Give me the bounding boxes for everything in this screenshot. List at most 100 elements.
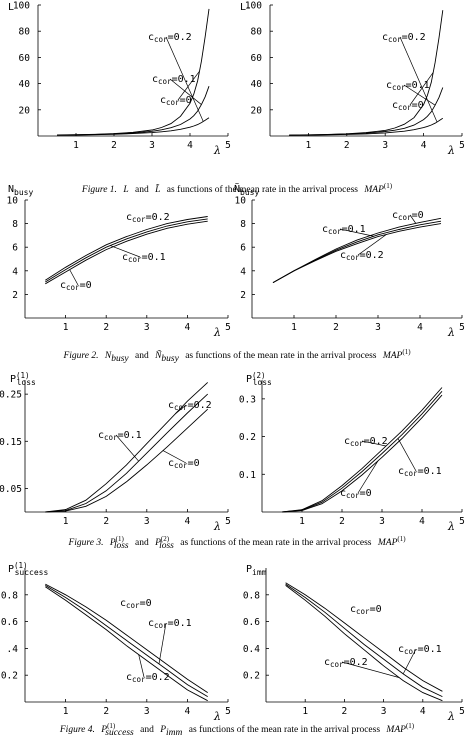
annotation-leader [409, 72, 434, 106]
series-line-c-cor-0 [45, 583, 208, 693]
annotation-leader [397, 438, 417, 472]
series-annotation: ccor=0 [350, 604, 382, 616]
y-tick-label: 0.6 [1, 617, 18, 628]
series-line-c-cor-0 [289, 117, 444, 136]
annotation-leader [169, 78, 202, 105]
x-axis-label: λ [213, 520, 221, 533]
x-axis-label: λ [447, 326, 455, 339]
y-tick-label: 0.1 [239, 470, 256, 481]
x-tick-label: 1 [306, 140, 312, 151]
x-axis-label: λ [213, 710, 221, 723]
y-tick-label: 10 [235, 196, 247, 207]
annotation-leader [357, 460, 379, 494]
x-tick-label: 1 [299, 516, 305, 527]
chart-panels: 1 2 3 4 520406080100Lλccor=0.2ccor=0.1ccor=0… [0, 1, 465, 724]
annotation-leader [409, 214, 417, 224]
y-tick-label: 6 [240, 243, 246, 254]
series-line-c-cor-0 [45, 220, 208, 285]
y-tick-label: 20 [19, 105, 31, 116]
x-tick-label: 4 [417, 322, 423, 333]
x-tick-label: 4 [185, 322, 191, 333]
y-tick-label: 10 [7, 196, 19, 207]
y-tick-label: 80 [19, 27, 31, 38]
series-annotation: ccor=0 [120, 598, 152, 610]
x-tick-label: 3 [144, 706, 150, 717]
series-line-c-cor-0 [45, 408, 209, 513]
y-tick-label: 0.15 [0, 437, 22, 448]
annotation-leader [174, 404, 187, 415]
figure-3-caption: Figure 3. P(1) loss and P(2) loss as funct… [67, 535, 406, 551]
series-line-c-cor-0-2 [45, 382, 209, 513]
y-axis-label: P(1) success [8, 561, 48, 577]
x-tick-label: 1 [73, 140, 79, 151]
y-tick-label: 8 [12, 219, 18, 230]
x-tick-label: 4 [185, 706, 191, 717]
series-line-c-cor-0 [281, 394, 443, 513]
y-tick-label: 80 [251, 27, 263, 38]
annotation-leader [357, 234, 387, 256]
y-tick-label: 100 [245, 1, 262, 12]
x-tick-label: 2 [333, 322, 339, 333]
y-tick-label: 4 [12, 266, 18, 277]
chart-panel-5: 1 2 3 4 5 0.05 0.15 0.25 P(1) loss λ ccor=0.2 ccor=0… [0, 371, 231, 533]
x-tick-label: 1 [291, 322, 297, 333]
series-line-c-cor-0-2 [45, 216, 208, 281]
x-tick-label: 4 [421, 140, 427, 151]
series-annotation: ccor=0.1 [398, 466, 442, 478]
x-tick-label: 4 [187, 140, 193, 151]
series-line-c-cor-0 [56, 117, 210, 136]
x-tick-label: 2 [111, 140, 117, 151]
series-line-c-cor-0-2 [272, 223, 442, 283]
y-tick-label: 6 [12, 243, 18, 254]
series-line-c-cor-0-1 [285, 583, 443, 698]
series-annotation: ccor=0.1 [398, 644, 442, 656]
x-tick-label: 2 [344, 140, 350, 151]
x-tick-label: 4 [185, 516, 191, 527]
chart-panel-8: 1 2 3 4 5 0.2 0.4 0.6 0.8 Pimm λ ccor=0 ccor=0.1 ccor… [243, 564, 465, 723]
y-tick-label: 60 [251, 53, 263, 64]
y-tick-label: 8 [240, 219, 246, 230]
y-tick-label: 0.2 [243, 671, 260, 682]
x-tick-label: 2 [342, 706, 348, 717]
chart-panel-2: 1234520406080100L̃λccor=0.2ccor=0.1ccor=… [240, 1, 465, 158]
y-tick-label: 0.8 [1, 590, 18, 601]
x-tick-label: 2 [103, 516, 109, 527]
y-tick-label: 20 [251, 105, 263, 116]
annotation-leader [138, 654, 145, 678]
chart-panel-7: 1 2 3 4 5 0.2 .4 0.6 0.8 P(1) success λ ccor=0 ccor=0… [1, 561, 231, 723]
y-tick-label: 0.6 [243, 617, 260, 628]
y-axis-label: P(1) loss [10, 371, 36, 387]
y-tick-label: 0.25 [0, 390, 22, 401]
x-tick-label: 3 [379, 516, 385, 527]
x-tick-label: 5 [459, 706, 465, 717]
y-tick-label: 4 [240, 266, 246, 277]
series-line-c-cor-0-2 [56, 8, 210, 136]
series-annotation: ccor=0.1 [122, 252, 166, 264]
annotation-leader [403, 84, 436, 106]
series-annotation: ccor=0 [392, 100, 424, 112]
series-annotation: ccor=0 [160, 95, 192, 107]
series-annotation: ccor=0 [392, 210, 424, 222]
annotation-leader [115, 434, 139, 462]
x-tick-label: 2 [103, 322, 109, 333]
series-line-c-cor-0-2 [285, 585, 443, 702]
series-line-c-cor-0-2 [281, 387, 443, 513]
figure-2-caption: Figure 2. Nbusy and Ñbusy as functions o… [62, 348, 411, 364]
series-line-c-cor-0 [285, 582, 443, 692]
series-annotation: ccor=0.1 [98, 430, 142, 442]
annotation-leader [162, 450, 187, 464]
series-annotation: ccor=0.2 [168, 400, 212, 412]
y-tick-label: .4 [7, 644, 19, 655]
annotation-leader [402, 648, 417, 675]
y-axis-label: P(2) loss [246, 371, 272, 387]
series-line-c-cor-0-1 [45, 393, 209, 513]
y-tick-label: 0.2 [239, 432, 256, 443]
series-annotation: ccor=0.1 [322, 224, 366, 236]
series-line-c-cor-0-1 [281, 391, 443, 513]
x-tick-label: 3 [144, 322, 150, 333]
annotation-leader [110, 245, 141, 258]
series-annotation: ccor=0.2 [126, 212, 170, 224]
figure-4-caption: Figure 4. P(1) success and Pimm as functi… [59, 722, 415, 737]
